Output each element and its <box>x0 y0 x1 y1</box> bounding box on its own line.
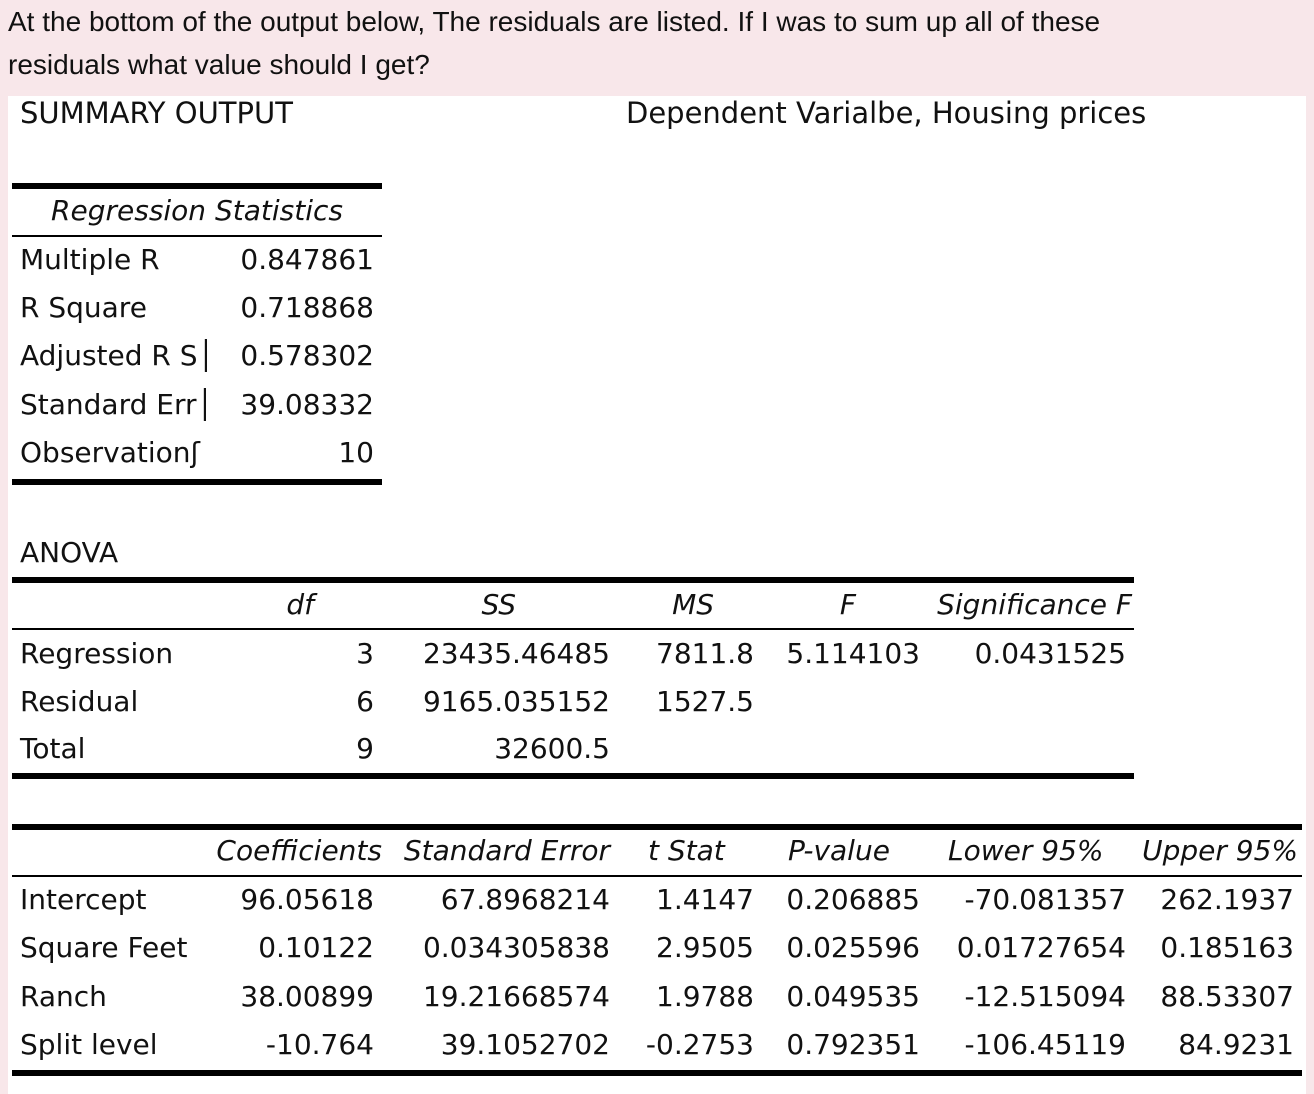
regstats-value: 0.847861 <box>240 243 374 276</box>
anova-header-f: F <box>839 588 856 621</box>
coef-upper-95: 262.1937 <box>1160 883 1294 916</box>
coef-p-value: 0.206885 <box>786 883 920 916</box>
regstats-header-rule <box>12 235 382 237</box>
anova-df: 9 <box>356 732 374 765</box>
coef-t-stat: 2.9505 <box>656 931 754 964</box>
anova-ss: 32600.5 <box>494 732 610 765</box>
anova-ms: 7811.8 <box>656 637 754 670</box>
regstats-label: R Square <box>20 291 147 324</box>
coef-bottom-rule <box>12 1070 1302 1076</box>
dependent-variable-label: Dependent Varialbe, Housing prices <box>626 96 1147 130</box>
coef-header-upper-95: Upper 95% <box>1142 834 1298 867</box>
regstats-value: 0.578302 <box>240 339 374 372</box>
anova-header-df: df <box>286 588 314 621</box>
anova-significance-f: 0.0431525 <box>974 637 1126 670</box>
coef-standard-error: 67.8968214 <box>440 883 610 916</box>
coef-header-rule <box>12 875 1302 877</box>
regstats-value: 10 <box>338 436 374 469</box>
regstats-label: Multiple R <box>20 243 160 276</box>
coef-row-label: Square Feet <box>20 931 188 964</box>
coef-t-stat: 1.9788 <box>656 980 754 1013</box>
anova-row-label: Total <box>20 732 86 765</box>
regstats-header: Regression Statistics <box>51 194 343 227</box>
coef-standard-error: 39.1052702 <box>440 1028 610 1061</box>
anova-row-label: Residual <box>20 685 139 718</box>
anova-bottom-rule <box>12 773 1134 779</box>
coef-p-value: 0.025596 <box>786 931 920 964</box>
coef-lower-95: -106.45119 <box>964 1028 1126 1061</box>
question-line-2: residuals what value should I get? <box>8 49 430 80</box>
regstats-value: 39.08332 <box>240 388 374 421</box>
coef-p-value: 0.792351 <box>786 1028 920 1061</box>
coef-t-stat: 1.4147 <box>656 883 754 916</box>
regstats-value: 0.718868 <box>240 291 374 324</box>
coef-standard-error: 19.21668574 <box>422 980 610 1013</box>
anova-header-significance-f: Significance F <box>937 588 1132 621</box>
coef-header-standard-error: Standard Error <box>403 834 610 867</box>
anova-top-rule <box>12 577 1134 583</box>
coef-p-value: 0.049535 <box>786 980 920 1013</box>
regstats-top-rule <box>12 183 382 189</box>
summary-title: SUMMARY OUTPUT <box>20 96 293 130</box>
coef-row-label: Ranch <box>20 980 107 1013</box>
coef-lower-95: -70.081357 <box>964 883 1126 916</box>
anova-header-ms: MS <box>672 588 714 621</box>
anova-df: 6 <box>356 685 374 718</box>
question-line-1: At the bottom of the output below, The r… <box>8 6 1101 37</box>
regstats-label: Observationʃ <box>20 436 200 469</box>
anova-header-ss: SS <box>481 588 516 621</box>
coef-lower-95: 0.01727654 <box>956 931 1126 964</box>
anova-ss: 9165.035152 <box>422 685 610 718</box>
coef-row-label: Intercept <box>20 883 147 916</box>
coef-t-stat: -0.2753 <box>645 1028 754 1061</box>
coef-value: 38.00899 <box>240 980 374 1013</box>
coef-value: 96.05618 <box>240 883 374 916</box>
coef-upper-95: 88.53307 <box>1160 980 1294 1013</box>
anova-header-rule <box>12 628 1134 630</box>
regstats-label: Adjusted R S│ <box>20 339 215 372</box>
anova-f: 5.114103 <box>786 637 920 670</box>
question-text: At the bottom of the output below, The r… <box>8 0 1308 86</box>
coef-upper-95: 0.185163 <box>1160 931 1294 964</box>
coef-row-label: Split level <box>20 1028 158 1061</box>
anova-ms: 1527.5 <box>656 685 754 718</box>
regression-output-sheet: SUMMARY OUTPUT Dependent Varialbe, Housi… <box>8 96 1306 1094</box>
coef-header-lower-95: Lower 95% <box>948 834 1104 867</box>
coef-header-p-value: P-value <box>788 834 890 867</box>
coef-value: 0.10122 <box>258 931 374 964</box>
anova-title: ANOVA <box>20 536 119 569</box>
regstats-label: Standard Err│ <box>20 388 214 421</box>
coef-value: -10.764 <box>265 1028 374 1061</box>
coef-standard-error: 0.034305838 <box>422 931 610 964</box>
coef-upper-95: 84.9231 <box>1178 1028 1294 1061</box>
anova-ss: 23435.46485 <box>422 637 610 670</box>
coef-top-rule <box>12 824 1302 830</box>
anova-df: 3 <box>356 637 374 670</box>
anova-row-label: Regression <box>20 637 174 670</box>
coef-header-coefficients: Coefficients <box>216 834 382 867</box>
regstats-bottom-rule <box>12 479 382 485</box>
coef-header-t-stat: t Stat <box>648 834 725 867</box>
coef-lower-95: -12.515094 <box>964 980 1126 1013</box>
